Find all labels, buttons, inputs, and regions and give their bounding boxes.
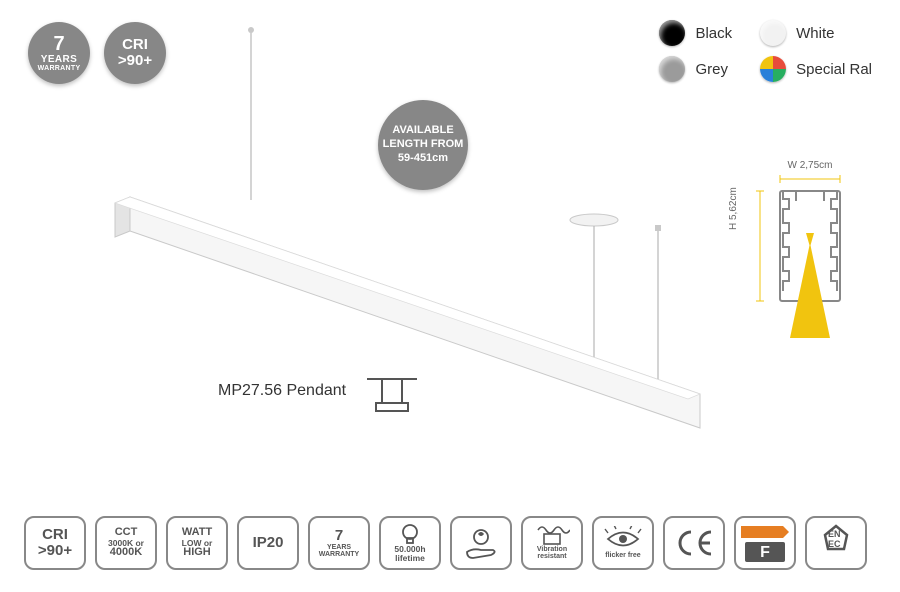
chip-lifetime: 50.000h lifetime bbox=[379, 516, 441, 570]
chip-flicker-free: flicker free bbox=[592, 516, 654, 570]
chip-warranty-7: 7 YEARS WARRANTY bbox=[308, 516, 370, 570]
svg-text:EC: EC bbox=[828, 539, 841, 549]
enec-icon: EN EC bbox=[814, 523, 858, 563]
chip-cct: CCT 3000K or 4000K bbox=[95, 516, 157, 570]
svg-text:F: F bbox=[760, 544, 770, 561]
swatch-white bbox=[760, 20, 786, 46]
swatch-special-ral bbox=[760, 56, 786, 82]
vibration-icon bbox=[534, 526, 570, 546]
spec-icon-strip: CRI >90+ CCT 3000K or 4000K WATT LOW or … bbox=[24, 516, 876, 570]
color-label: White bbox=[796, 25, 834, 42]
eye-icon bbox=[604, 526, 642, 552]
chip-eco-hand bbox=[450, 516, 512, 570]
ce-icon bbox=[673, 528, 715, 558]
chip-watt: WATT LOW or HIGH bbox=[166, 516, 228, 570]
chip-vibration: Vibration resistant bbox=[521, 516, 583, 570]
mount-type-icon bbox=[362, 373, 422, 419]
product-render bbox=[0, 20, 720, 460]
bulb-icon bbox=[397, 523, 423, 545]
cs-height-label: H 5,62cm bbox=[728, 187, 739, 230]
chip-ip20: IP20 bbox=[237, 516, 299, 570]
chip-enec: EN EC bbox=[805, 516, 867, 570]
color-white: White bbox=[760, 20, 872, 46]
chip-energy-f: F bbox=[734, 516, 796, 570]
chip-ce bbox=[663, 516, 725, 570]
svg-text:EN: EN bbox=[828, 529, 841, 539]
cross-section-diagram: W 2,75cm H 5,62cm bbox=[750, 160, 870, 348]
energy-label-icon: F bbox=[739, 522, 791, 564]
eco-hand-icon bbox=[461, 524, 501, 562]
color-label: Special Ral bbox=[796, 61, 872, 78]
cs-width-label: W 2,75cm bbox=[750, 160, 870, 171]
chip-cri: CRI >90+ bbox=[24, 516, 86, 570]
product-label: MP27.56 Pendant bbox=[218, 382, 346, 400]
color-special-ral: Special Ral bbox=[760, 56, 872, 82]
